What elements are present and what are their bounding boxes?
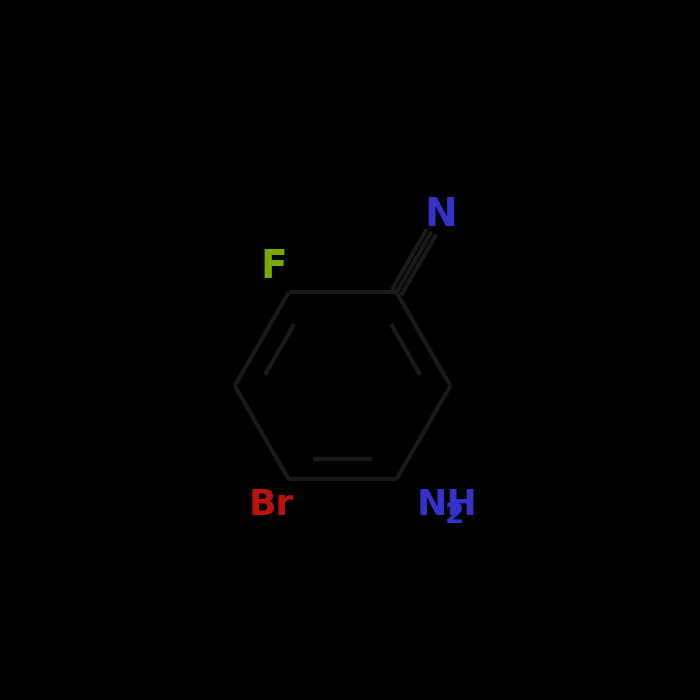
Text: Br: Br	[248, 488, 294, 522]
Text: 2: 2	[444, 500, 464, 528]
Text: N: N	[425, 197, 457, 234]
Text: NH: NH	[416, 488, 477, 522]
Text: F: F	[260, 248, 287, 286]
